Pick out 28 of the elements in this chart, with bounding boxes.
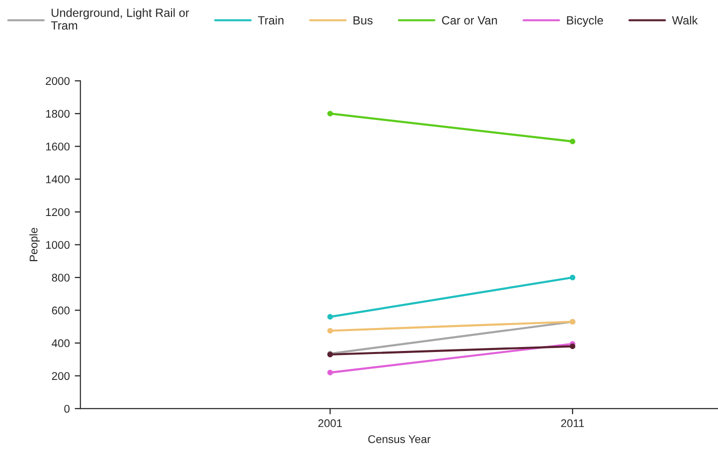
legend-label: Walk [672, 16, 698, 25]
legend-label: Train [258, 16, 284, 25]
y-tick-label: 0 [64, 404, 70, 413]
y-tick-label: 800 [52, 274, 70, 282]
legend-label: Bus [354, 16, 373, 25]
y-tick-label: 1600 [46, 142, 70, 151]
y-tick-label: 200 [52, 372, 70, 380]
y-tick-label: 1400 [46, 175, 70, 184]
point [570, 138, 576, 144]
point [327, 314, 333, 320]
x-tick-label: 2011 [561, 419, 584, 428]
y-tick-label: 400 [52, 339, 70, 348]
point [327, 328, 333, 334]
point [327, 370, 333, 376]
y-tick-label: 1800 [46, 110, 70, 118]
legend-label: Bicycle [567, 16, 603, 27]
point [570, 274, 576, 280]
point [327, 110, 333, 116]
point [570, 344, 576, 350]
y-tick-label: 600 [52, 306, 70, 314]
y-axis-title: People [29, 228, 40, 262]
x-tick-label: 2001 [318, 419, 342, 428]
x-axis-title: Census Year [368, 435, 431, 444]
y-tick-label: 1000 [46, 240, 70, 249]
y-tick-label: 1200 [46, 208, 70, 216]
y-tick-label: 2000 [46, 77, 70, 85]
legend-label: Car or Van [442, 16, 497, 25]
legend-label: Underground, Light Rail or Tram [51, 8, 190, 30]
